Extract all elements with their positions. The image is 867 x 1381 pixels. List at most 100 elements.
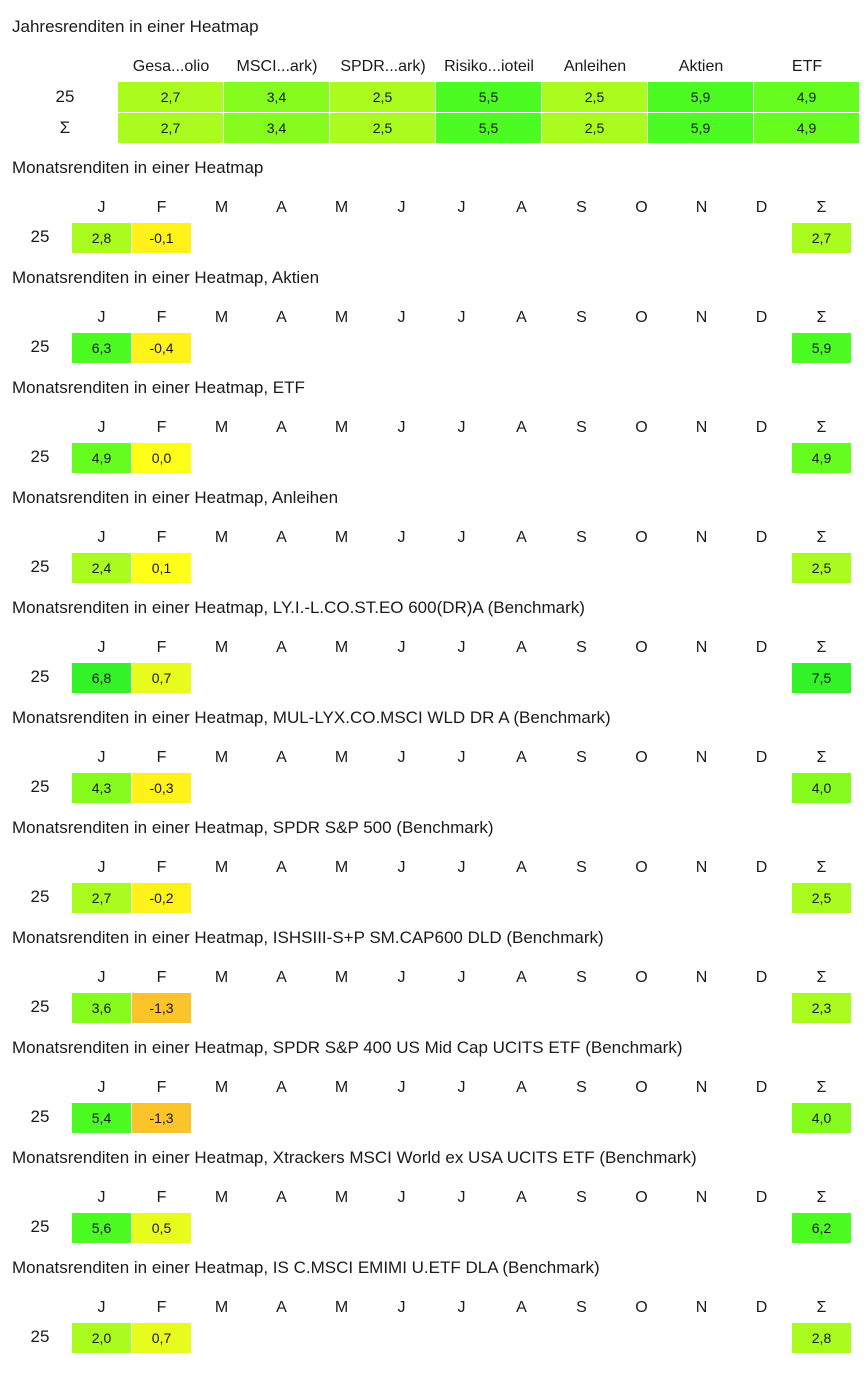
month-header: Σ xyxy=(816,199,827,216)
month-header: A xyxy=(276,309,287,326)
month-heat-cell: -0,2 xyxy=(132,883,191,913)
month-heat-cell: 2,0 xyxy=(72,1323,131,1353)
month-header: D xyxy=(755,859,768,876)
annual-column-header: MSCI...ark) xyxy=(236,58,318,75)
month-sum-cell: 4,0 xyxy=(792,773,851,803)
monthly-year-label: 25 xyxy=(30,1327,50,1346)
month-heat-cell: 4,9 xyxy=(72,443,131,473)
monthly-year-label: 25 xyxy=(30,667,50,686)
month-heat-cell: 0,5 xyxy=(132,1213,191,1243)
month-heat-cell: 4,3 xyxy=(72,773,131,803)
monthly-year-label: 25 xyxy=(30,557,50,576)
month-header: A xyxy=(276,1189,287,1206)
month-heat-cell: 6,8 xyxy=(72,663,131,693)
month-header: A xyxy=(276,1079,287,1096)
month-header: J xyxy=(397,529,406,546)
month-header: M xyxy=(214,749,229,766)
month-heat-cell: 3,6 xyxy=(72,993,131,1023)
month-header: J xyxy=(457,969,466,986)
month-header: J xyxy=(457,419,466,436)
month-header: A xyxy=(516,419,527,436)
monthly-year-label: 25 xyxy=(30,447,50,466)
month-header: S xyxy=(576,419,587,436)
monthly-year-label: 25 xyxy=(30,227,50,246)
month-header: J xyxy=(397,1079,406,1096)
month-sum-cell: 7,5 xyxy=(792,663,851,693)
monthly-heatmap-title: Monatsrenditen in einer Heatmap, ISHSIII… xyxy=(12,928,604,947)
annual-heat-cell: 3,4 xyxy=(224,82,330,112)
month-header: S xyxy=(576,309,587,326)
month-header: Σ xyxy=(816,529,827,546)
month-header: M xyxy=(334,1299,349,1316)
month-header: A xyxy=(516,309,527,326)
month-sum-cell: 4,0 xyxy=(792,1103,851,1133)
month-header: J xyxy=(97,639,106,656)
month-heat-cell: 0,7 xyxy=(132,1323,191,1353)
month-header: M xyxy=(214,969,229,986)
month-sum-cell: 2,8 xyxy=(792,1323,851,1353)
month-header: A xyxy=(516,749,527,766)
month-header: M xyxy=(214,639,229,656)
month-header: J xyxy=(457,1079,466,1096)
month-header: J xyxy=(397,199,406,216)
monthly-year-label: 25 xyxy=(30,777,50,796)
annual-heat-cell: 2,5 xyxy=(542,113,648,143)
monthly-heatmap-title: Monatsrenditen in einer Heatmap, ETF xyxy=(12,378,305,397)
annual-heat-cell: 2,5 xyxy=(542,82,648,112)
month-header: M xyxy=(334,969,349,986)
month-header: A xyxy=(276,1299,287,1316)
month-header: J xyxy=(97,309,106,326)
month-header: M xyxy=(334,639,349,656)
month-header: J xyxy=(97,419,106,436)
month-sum-cell: 2,3 xyxy=(792,993,851,1023)
month-header: O xyxy=(635,859,648,876)
month-header: O xyxy=(635,969,648,986)
month-header: M xyxy=(214,309,229,326)
month-header: O xyxy=(635,529,648,546)
month-header: M xyxy=(334,309,349,326)
month-header: D xyxy=(755,969,768,986)
month-header: Σ xyxy=(816,639,827,656)
month-header: D xyxy=(755,1189,768,1206)
month-header: S xyxy=(576,1299,587,1316)
annual-column-header: Aktien xyxy=(678,58,724,75)
month-header: N xyxy=(695,529,708,546)
month-header: D xyxy=(755,529,768,546)
month-header: N xyxy=(695,199,708,216)
month-header: M xyxy=(214,859,229,876)
month-sum-cell: 2,5 xyxy=(792,883,851,913)
month-heat-cell: 6,3 xyxy=(72,333,131,363)
month-header: N xyxy=(695,309,708,326)
month-header: S xyxy=(576,969,587,986)
month-header: S xyxy=(576,749,587,766)
month-header: A xyxy=(276,199,287,216)
month-header: D xyxy=(755,1299,768,1316)
annual-heat-cell: 2,5 xyxy=(330,82,436,112)
month-heat-cell: 2,8 xyxy=(72,223,131,253)
month-header: N xyxy=(695,1299,708,1316)
month-header: A xyxy=(516,969,527,986)
month-header: A xyxy=(276,859,287,876)
month-header: A xyxy=(516,639,527,656)
month-header: F xyxy=(156,859,167,876)
month-heat-cell: 5,6 xyxy=(72,1213,131,1243)
month-header: F xyxy=(156,749,167,766)
month-header: Σ xyxy=(816,859,827,876)
month-header: M xyxy=(214,1299,229,1316)
monthly-heatmap-title: Monatsrenditen in einer Heatmap, SPDR S&… xyxy=(12,1038,683,1057)
month-header: A xyxy=(516,1189,527,1206)
month-heat-cell: -1,3 xyxy=(132,1103,191,1133)
month-header: N xyxy=(695,859,708,876)
month-header: O xyxy=(635,1079,648,1096)
month-header: F xyxy=(156,639,167,656)
month-sum-cell: 4,9 xyxy=(792,443,851,473)
month-header: J xyxy=(457,749,466,766)
month-header: A xyxy=(516,1299,527,1316)
month-header: F xyxy=(156,969,167,986)
month-header: J xyxy=(397,419,406,436)
month-header: Σ xyxy=(816,1299,827,1316)
month-header: F xyxy=(156,1189,167,1206)
month-header: J xyxy=(397,969,406,986)
annual-heat-cell: 5,9 xyxy=(648,113,754,143)
month-header: J xyxy=(97,749,106,766)
